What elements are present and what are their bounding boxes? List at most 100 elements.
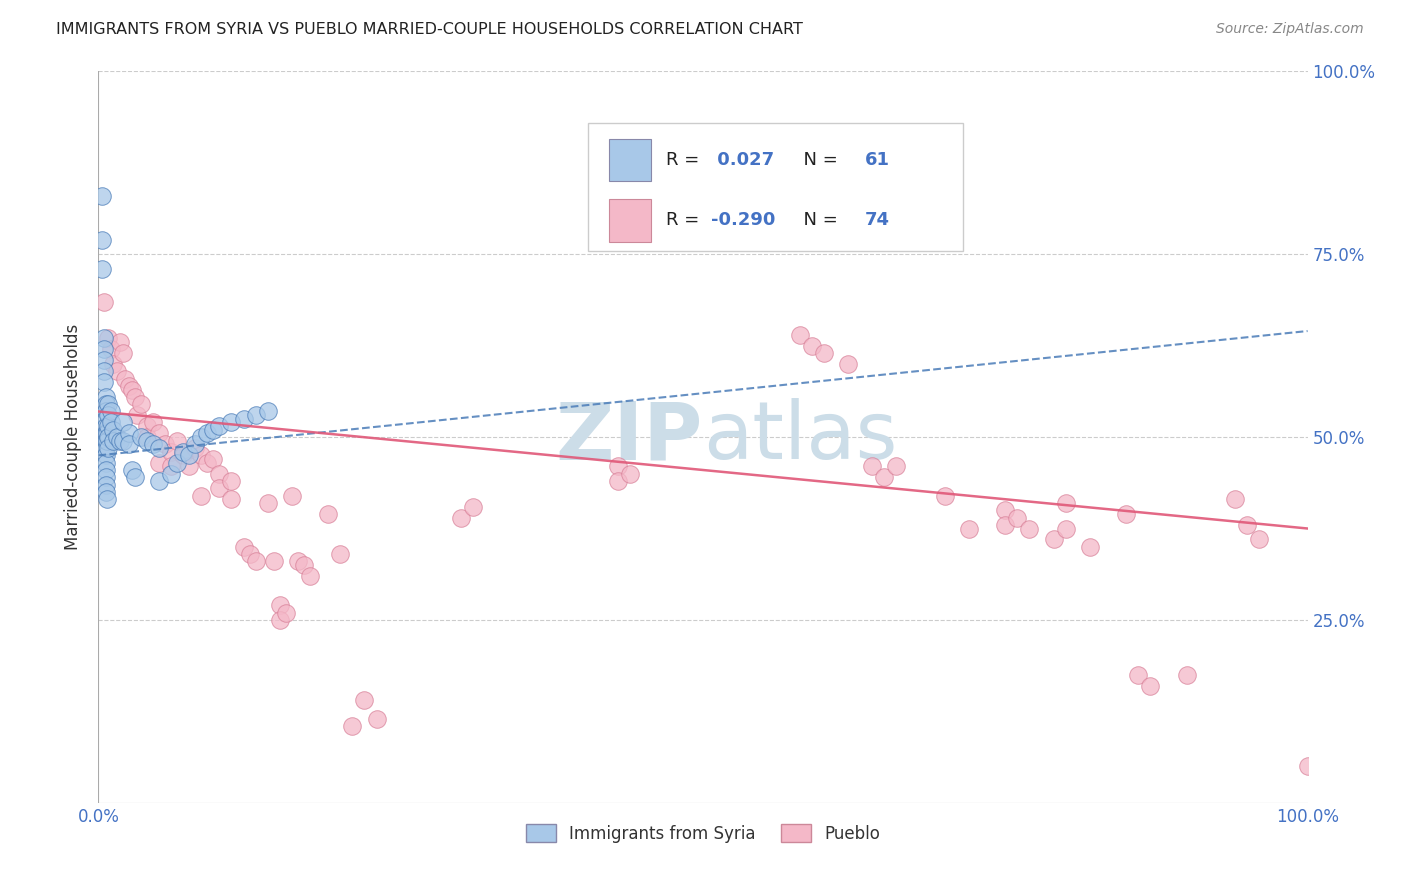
Point: [245, 408, 267, 422]
Point: [93, 343, 115, 357]
Point: [190, 430, 212, 444]
Point: [97, 419, 120, 434]
Point: [91, 188, 114, 202]
Point: [1042, 533, 1064, 547]
Point: [94, 434, 117, 448]
Point: [172, 444, 194, 458]
Point: [274, 606, 297, 620]
Point: [135, 434, 157, 448]
Point: [93, 331, 115, 345]
Point: [329, 547, 352, 561]
Point: [353, 693, 375, 707]
Point: [607, 459, 630, 474]
Point: [96, 492, 118, 507]
Point: [1007, 510, 1029, 524]
Point: [100, 416, 122, 430]
Point: [179, 459, 201, 474]
Point: [1249, 533, 1271, 547]
Point: [299, 569, 322, 583]
Point: [160, 444, 183, 458]
Point: [124, 390, 146, 404]
Point: [342, 719, 364, 733]
Point: [142, 437, 165, 451]
Point: [184, 437, 207, 451]
Point: [1175, 667, 1198, 681]
Point: [93, 376, 115, 390]
Point: [94, 456, 117, 470]
Point: [232, 412, 254, 426]
Text: 61: 61: [865, 151, 890, 169]
Point: [94, 485, 117, 500]
Point: [1139, 679, 1161, 693]
Point: [837, 357, 859, 371]
Point: [100, 404, 122, 418]
Point: [184, 441, 207, 455]
Bar: [609, 199, 651, 242]
Point: [105, 430, 128, 444]
Point: [789, 327, 811, 342]
Point: [148, 441, 170, 455]
Point: [94, 397, 117, 411]
Point: [166, 434, 188, 448]
Point: [619, 467, 641, 481]
Point: [166, 456, 188, 470]
Point: [148, 426, 170, 441]
Point: [208, 467, 231, 481]
Point: [287, 554, 309, 568]
Text: R =: R =: [665, 151, 704, 169]
Point: [208, 419, 231, 434]
Point: [1223, 492, 1246, 507]
Point: [94, 448, 117, 462]
Text: 74: 74: [865, 211, 890, 229]
Point: [934, 489, 956, 503]
Text: ZIP: ZIP: [555, 398, 703, 476]
Point: [135, 430, 157, 444]
Point: [94, 477, 117, 491]
Point: [105, 364, 128, 378]
Point: [114, 371, 136, 385]
Point: [94, 426, 117, 441]
Text: N =: N =: [793, 211, 844, 229]
Point: [263, 554, 285, 568]
Point: [111, 416, 134, 430]
Text: atlas: atlas: [703, 398, 897, 476]
Point: [221, 474, 243, 488]
Point: [129, 397, 152, 411]
Point: [607, 474, 630, 488]
Point: [1054, 496, 1077, 510]
Point: [97, 430, 120, 444]
Point: [239, 547, 262, 561]
Point: [813, 346, 835, 360]
Point: [172, 448, 194, 462]
Point: [108, 334, 131, 349]
Point: [195, 426, 218, 441]
Point: [97, 397, 120, 411]
Y-axis label: Married-couple Households: Married-couple Households: [65, 324, 83, 550]
Point: [111, 434, 134, 448]
Point: [94, 412, 117, 426]
Point: [1018, 521, 1040, 535]
Point: [94, 463, 117, 477]
Point: [101, 357, 124, 371]
Point: [93, 364, 115, 378]
Point: [96, 426, 118, 441]
Point: [97, 408, 120, 422]
Point: [269, 613, 291, 627]
Point: [96, 434, 118, 448]
Point: [121, 383, 143, 397]
Point: [93, 294, 115, 309]
Point: [91, 233, 114, 247]
Point: [97, 441, 120, 455]
Point: [450, 510, 472, 524]
Text: R =: R =: [665, 211, 704, 229]
Point: [121, 463, 143, 477]
Point: [94, 390, 117, 404]
Point: [366, 712, 388, 726]
Point: [292, 558, 315, 573]
Point: [1296, 759, 1319, 773]
Point: [93, 353, 115, 368]
Point: [94, 404, 117, 418]
Point: [142, 416, 165, 430]
Point: [245, 554, 267, 568]
Point: [269, 599, 291, 613]
